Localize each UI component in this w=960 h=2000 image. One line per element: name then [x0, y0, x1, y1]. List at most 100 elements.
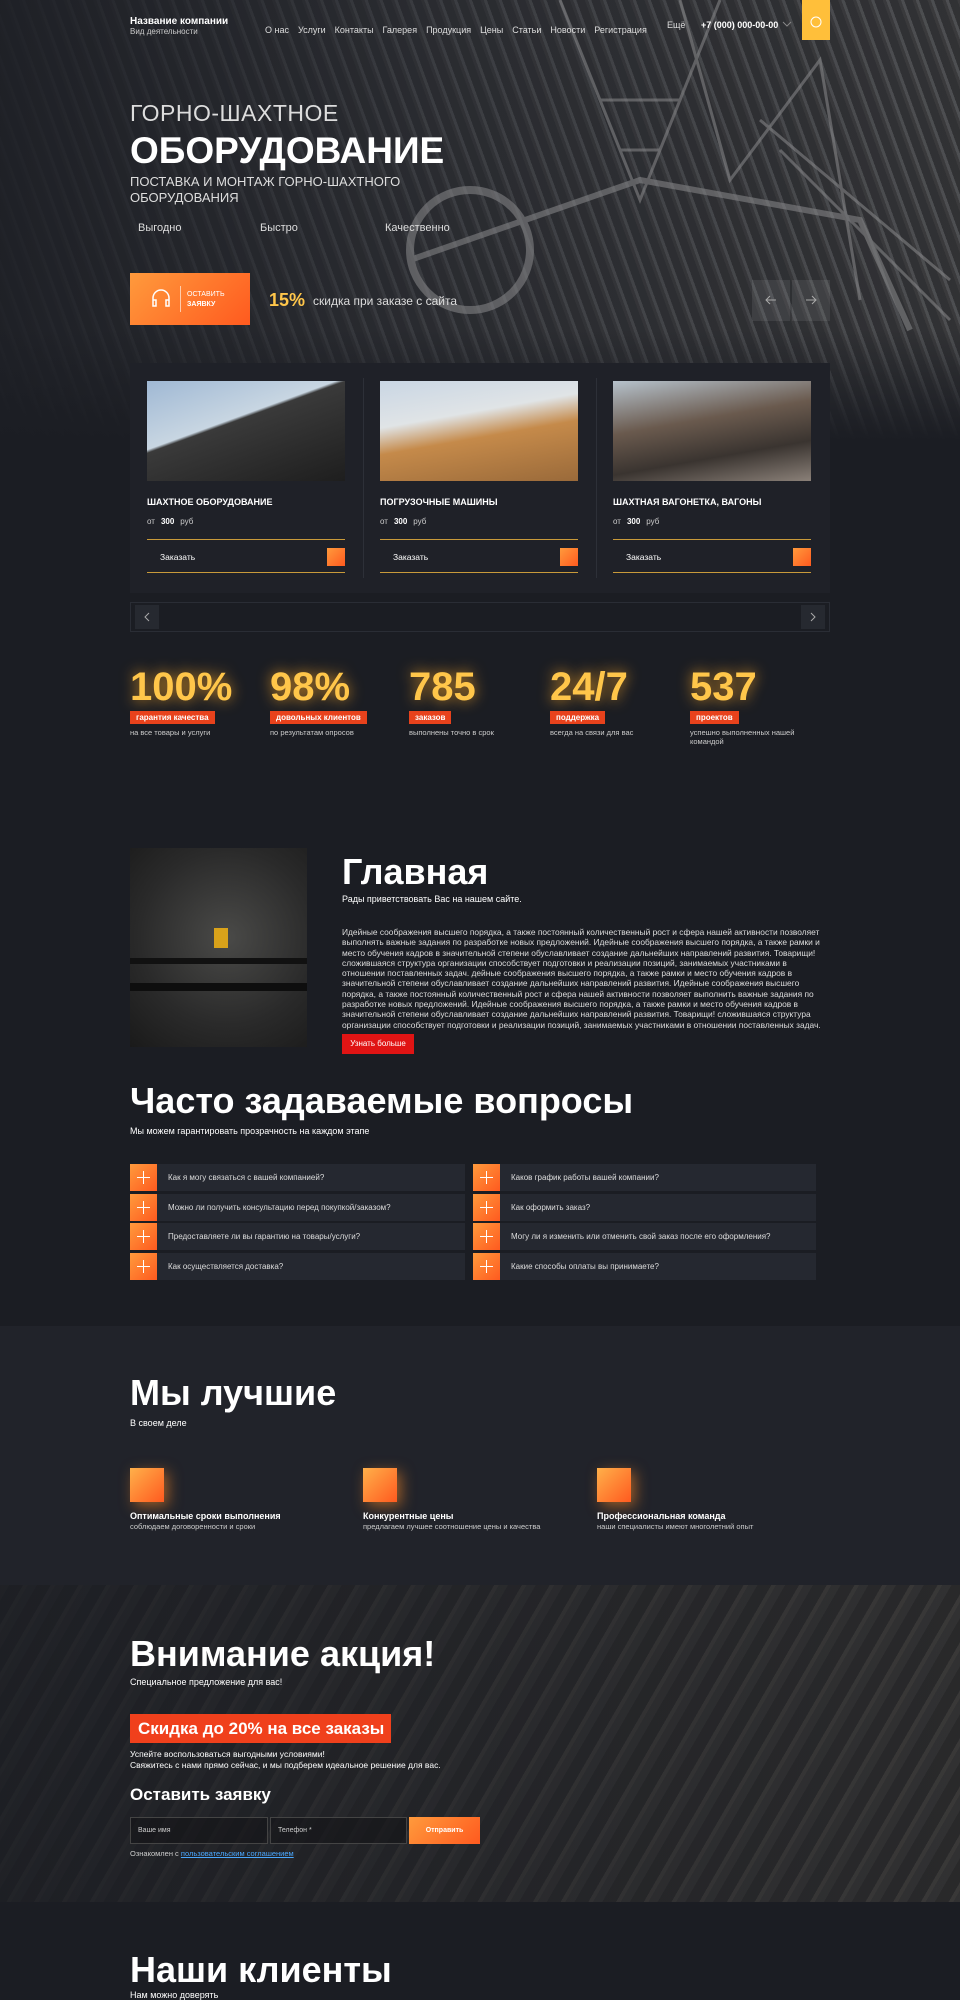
hero-prev[interactable]: [752, 280, 790, 321]
faq-question: Как оформить заказ?: [511, 1202, 591, 1212]
product-card: ШАХТНАЯ ВАГОНЕТКА, ВАГОНЫ от 300 руб Заказат…: [596, 363, 829, 593]
faq-question: Могу ли я изменить или отменить свой зак…: [511, 1232, 771, 1241]
nav-link[interactable]: Контакты: [334, 25, 374, 35]
faq-question: Можно ли получить консультацию перед пок…: [168, 1202, 391, 1212]
faq-item[interactable]: Как оформить заказ?: [473, 1193, 816, 1221]
promo-line: Успейте воспользоваться выгодными услови…: [130, 1749, 325, 1759]
price-currency: руб: [646, 517, 660, 526]
nav-link[interactable]: Продукция: [426, 25, 472, 35]
faq-icon: [130, 1223, 157, 1250]
consent: Ознакомлен с пользовательским соглашение…: [130, 1849, 294, 1858]
clients-subtitle: Нам можно доверять: [130, 1990, 219, 2000]
card-image: [613, 381, 811, 481]
about-subtitle: Рады приветствовать Вас на нашем сайте.: [342, 894, 522, 904]
faq-item[interactable]: Как осуществляется доставка?: [130, 1252, 465, 1280]
order-text: Заказать: [626, 552, 662, 562]
catalog-next[interactable]: [801, 605, 825, 629]
faq-question: Какие способы оплаты вы принимаете?: [511, 1261, 659, 1271]
product-card: ПОГРУЗОЧНЫЕ МАШИНЫ от 300 руб Заказать: [363, 363, 596, 593]
price-value: 300: [626, 517, 641, 526]
phone-dropdown[interactable]: [782, 20, 792, 28]
stat-text: по результатам опросов: [270, 728, 354, 737]
card-price: от 300 руб: [380, 517, 426, 526]
company-tagline: Вид деятельности: [130, 27, 198, 36]
nav-link[interactable]: Услуги: [297, 25, 326, 35]
hero-feature: Быстро: [260, 222, 298, 234]
faq-item[interactable]: Какие способы оплаты вы принимаете?: [473, 1252, 816, 1280]
name-input[interactable]: Ваше имя: [130, 1817, 268, 1844]
faq-icon: [130, 1193, 157, 1221]
stat-number: 100%: [130, 665, 233, 709]
clients-title: Наши клиенты: [130, 1949, 392, 1990]
price-prefix: от: [613, 517, 621, 526]
advantage-icon: [363, 1468, 397, 1502]
faq-question: Как осуществляется доставка?: [168, 1261, 284, 1271]
promo-section: [0, 1585, 960, 1902]
advantage-text: наши специалисты имеют многолетний опыт: [597, 1522, 754, 1531]
nav-link[interactable]: О нас: [265, 25, 289, 35]
main-nav: О нас Услуги Контакты Галерея Продукция Цены С…: [265, 20, 656, 38]
faq-item[interactable]: Можно ли получить консультацию перед пок…: [130, 1193, 465, 1221]
stat-number: 24/7: [550, 665, 628, 709]
stat-text: успешно выполненных нашей командой: [690, 728, 795, 746]
faq-icon: [130, 1252, 157, 1280]
advantage-icon: [130, 1468, 164, 1502]
promo-badge: Скидка до 20% на все заказы: [130, 1714, 391, 1743]
product-card: ШАХТНОЕ ОБОРУДОВАНИЕ от 300 руб Заказать: [130, 363, 363, 593]
price-value: 300: [160, 517, 175, 526]
price-prefix: от: [147, 517, 155, 526]
submit-button[interactable]: Отправить: [409, 1817, 480, 1844]
about-title: Главная: [342, 851, 489, 892]
consent-text: Ознакомлен с: [130, 1849, 179, 1858]
hero-next[interactable]: [792, 280, 830, 321]
order-row[interactable]: Заказать: [380, 539, 578, 573]
faq-icon: [473, 1252, 500, 1280]
logo[interactable]: Название компании Вид деятельности: [130, 16, 228, 36]
card-title: ПОГРУЗОЧНЫЕ МАШИНЫ: [380, 497, 498, 507]
faq-item[interactable]: Предоставляете ли вы гарантию на товары/…: [130, 1223, 465, 1250]
card-price: от 300 руб: [613, 517, 659, 526]
order-icon: [793, 548, 811, 566]
about-button[interactable]: Узнать больше: [342, 1034, 414, 1054]
card-title: ШАХТНАЯ ВАГОНЕТКА, ВАГОНЫ: [613, 497, 762, 507]
faq-item[interactable]: Каков график работы вашей компании?: [473, 1164, 816, 1191]
card-divider: [363, 378, 364, 578]
phone[interactable]: +7 (000) 000-00-00: [701, 20, 779, 30]
stat-text: выполнены точно в срок: [409, 728, 494, 737]
order-row[interactable]: Заказать: [147, 539, 345, 573]
callback-button[interactable]: [802, 0, 830, 40]
faq-question: Предоставляете ли вы гарантию на товары/…: [168, 1232, 361, 1241]
nav-link[interactable]: Регистрация: [594, 25, 647, 35]
nav-more[interactable]: Ещё: [667, 20, 686, 30]
price-value: 300: [393, 517, 408, 526]
consent-link[interactable]: пользовательским соглашением: [180, 1849, 294, 1858]
nav-link[interactable]: Галерея: [382, 25, 418, 35]
button-line: ОСТАВИТЬ: [187, 291, 225, 298]
order-text: Заказать: [393, 552, 429, 562]
card-price: от 300 руб: [147, 517, 193, 526]
advantage-text: предлагаем лучшее соотношение цены и кач…: [363, 1522, 541, 1531]
stat-label: проектов: [690, 711, 739, 724]
nav-link[interactable]: Статьи: [512, 25, 542, 35]
order-row[interactable]: Заказать: [613, 539, 811, 573]
nav-link[interactable]: Новости: [550, 25, 586, 35]
order-text: Заказать: [160, 552, 196, 562]
hero-feature: Качественно: [385, 222, 450, 234]
order-icon: [327, 548, 345, 566]
stat-number: 98%: [270, 665, 351, 709]
hero-title-top: ГОРНО-ШАХТНОЕ: [130, 100, 339, 126]
faq-question: Как я могу связаться с вашей компанией?: [168, 1173, 325, 1182]
request-button[interactable]: ОСТАВИТЬ ЗАЯВКУ: [130, 273, 250, 325]
phone-input[interactable]: Телефон *: [270, 1817, 407, 1844]
nav-link[interactable]: Цены: [480, 25, 504, 35]
stat-number: 537: [690, 665, 757, 709]
catalog-prev[interactable]: [135, 605, 159, 629]
faq-item[interactable]: Как я могу связаться с вашей компанией?: [130, 1164, 465, 1191]
button-line: ЗАЯВКУ: [187, 301, 216, 308]
about-image: [130, 848, 307, 1047]
advantage-title: Конкурентные цены: [363, 1511, 454, 1521]
stat-number: 785: [409, 665, 476, 709]
advantage-text: соблюдаем договоренности и сроки: [130, 1522, 256, 1531]
faq-item[interactable]: Могу ли я изменить или отменить свой зак…: [473, 1223, 816, 1250]
advantages-subtitle: В своем деле: [130, 1418, 187, 1428]
